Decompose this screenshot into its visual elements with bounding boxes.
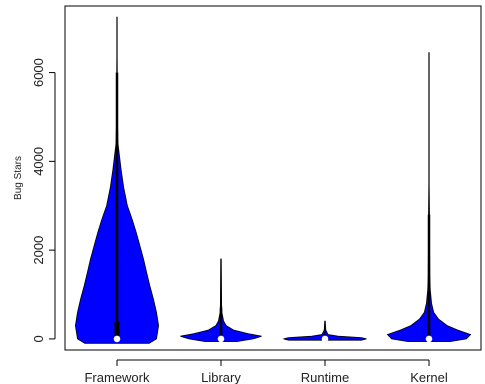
y-axis: 0 2000 4000 6000	[31, 58, 56, 343]
violin-kernel	[386, 52, 472, 343]
plot-frame	[64, 5, 482, 351]
violin-runtime	[283, 320, 367, 343]
violin-framework	[74, 16, 160, 344]
x-tick-label: Framework	[84, 370, 150, 384]
x-tick-label: Library	[201, 370, 241, 384]
y-tick-label: 4000	[31, 147, 46, 176]
x-axis: Framework Library Runtime Kernel	[84, 359, 448, 384]
violin-median-point	[217, 335, 225, 343]
violin-median-point	[113, 335, 121, 343]
y-tick-label: 2000	[31, 236, 46, 265]
violin-median-point	[425, 335, 433, 343]
y-tick-label: 0	[31, 335, 46, 342]
y-axis-title: Bug Stars	[13, 156, 24, 200]
violin-median-point	[321, 335, 329, 343]
x-tick-label: Runtime	[301, 370, 349, 384]
violin-library	[180, 258, 262, 343]
violins-layer	[74, 16, 472, 344]
x-tick-label: Kernel	[410, 370, 448, 384]
y-tick-label: 6000	[31, 58, 46, 87]
violin-box	[114, 321, 120, 339]
